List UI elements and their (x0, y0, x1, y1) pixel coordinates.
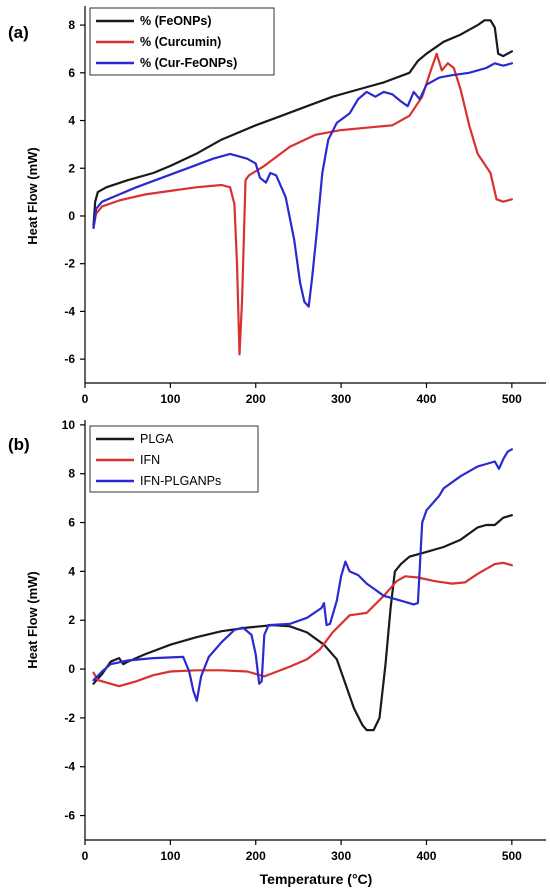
panel-a-x-tick-label: 500 (502, 392, 522, 406)
legend-b-label-ifn: IFN (140, 453, 160, 467)
panel-a-ticks: 0 100 200 300 400 500 -6 -4 -2 0 2 4 6 8 (64, 18, 522, 406)
panel-a-y-tick-label: 0 (68, 209, 75, 223)
panel-b-ticks: 0 100 200 300 400 500 -6 -4 -2 0 2 4 6 8 10 (62, 418, 523, 863)
panel-b-y-tick-label: -6 (64, 809, 75, 823)
panel-a-y-tick-label: 6 (68, 66, 75, 80)
panel-b-lines (92, 448, 513, 732)
panel-b-y-tick-label: -4 (64, 760, 75, 774)
legend-a-label-curcumin: % (Curcumin) (140, 35, 221, 49)
panel-a-series-feonps (92, 19, 513, 227)
panel-b-x-tick-label: 100 (160, 849, 180, 863)
panel-b-y-tick-label: 8 (68, 467, 75, 481)
legend-a: % (FeONPs) % (Curcumin) % (Cur-FeONPs) (89, 7, 275, 76)
panel-a-y-tick-label: -6 (64, 352, 75, 366)
panel-b-label: (b) (8, 435, 30, 454)
panel-b-series-plga (92, 514, 513, 732)
panel-a-series-curcumin (92, 52, 513, 356)
legend-b: PLGA IFN IFN-PLGANPs (89, 425, 259, 493)
panel-a-y-tick-label: 2 (68, 161, 75, 175)
panel-a-x-tick-label: 200 (246, 392, 266, 406)
legend-a-label-feonps: % (FeONPs) (140, 14, 212, 28)
panel-a-x-tick-label: 400 (416, 392, 436, 406)
panel-b: (b) Heat Flow (mW) 0 100 200 300 400 500-6-4-… (8, 418, 546, 887)
panel-b-y-tick-label: 6 (68, 516, 75, 530)
panel-b-y-axis-title: Heat Flow (mW) (25, 571, 40, 669)
panel-b-y-tick-label: 0 (68, 662, 75, 676)
panel-a-x-tick-label: 100 (160, 392, 180, 406)
legend-b-label-ifn-plganps: IFN-PLGANPs (140, 474, 221, 488)
panel-a-y-tick-label: -2 (64, 257, 75, 271)
panel-a-y-tick-label: 8 (68, 18, 75, 32)
panel-b-x-tick-label: 300 (331, 849, 351, 863)
panel-a-y-tick-label: -4 (64, 304, 75, 318)
panel-b-x-axis-title: Temperature (°C) (260, 871, 373, 887)
panel-a-x-tick-label: 300 (331, 392, 351, 406)
panel-a-lines (92, 19, 513, 356)
panel-b-x-tick-label: 200 (246, 849, 266, 863)
panel-a-label: (a) (8, 23, 29, 42)
panel-b-y-tick-label: -2 (64, 711, 75, 725)
panel-a-y-axis-title: Heat Flow (mW) (25, 147, 40, 245)
panel-b-series-ifn-plganps (92, 448, 513, 702)
panel-b-y-tick-label: 2 (68, 613, 75, 627)
panel-b-y-tick-label: 4 (68, 564, 75, 578)
panel-a: (a) Heat Flow (mW) 0 100 200 300 400 500 -6 -4 -… (8, 6, 546, 406)
legend-a-label-cur-feonps: % (Cur-FeONPs) (140, 56, 237, 70)
panel-b-series-ifn (92, 561, 513, 688)
panel-a-y-tick-label: 4 (68, 114, 75, 128)
panel-a-series-cur-feonps (92, 62, 513, 308)
panel-a-x-tick-label: 0 (82, 392, 89, 406)
panel-b-x-tick-label: 400 (416, 849, 436, 863)
panel-b-x-tick-label: 0 (82, 849, 89, 863)
legend-b-label-plga: PLGA (140, 432, 174, 446)
panel-b-y-tick-label: 10 (62, 418, 76, 432)
panel-b-x-tick-label: 500 (502, 849, 522, 863)
